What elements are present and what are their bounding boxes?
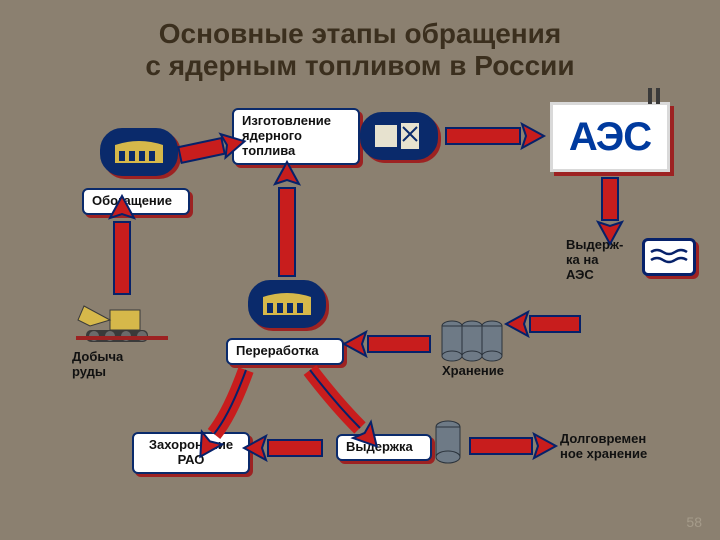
storage-label: Хранение <box>442 364 504 379</box>
page-number: 58 <box>686 514 702 530</box>
arrow-fabrication-to-aes <box>446 124 544 148</box>
holding-aes-label: Выдерж- ка на АЭС <box>566 238 634 283</box>
holding-barrel-icon <box>434 420 462 469</box>
arrow-disposal-left <box>244 436 322 460</box>
node-holding-aes: Выдерж- ка на АЭС <box>566 238 696 283</box>
node-enrichment: Обогащение <box>82 188 190 215</box>
node-disposal: Захоронение РАО <box>132 432 250 474</box>
node-reprocessing: Переработка <box>226 338 344 365</box>
node-aes: АЭС <box>550 102 670 172</box>
arrow-storage-to-reprocessing <box>344 332 430 356</box>
aes-label: АЭС <box>569 115 651 160</box>
enrichment-icon <box>100 128 178 176</box>
fabrication-label: Изготовление ядерного топлива <box>232 108 360 165</box>
page-title: Основные этапы обращения с ядерным топли… <box>0 0 720 90</box>
enrichment-label: Обогащение <box>82 188 190 215</box>
node-mining: Добыча руды <box>72 350 123 380</box>
reprocessing-icon <box>248 280 326 328</box>
arrow-aes-to-holding-aes <box>598 178 622 244</box>
mining-label: Добыча руды <box>72 350 123 380</box>
aes-stack-icon <box>640 88 664 111</box>
holding-aes-icon <box>642 238 696 276</box>
arrow-holding-to-longterm <box>470 434 556 458</box>
node-longterm: Долговремен ное хранение <box>560 432 647 462</box>
storage-icon <box>440 318 504 367</box>
arrow-reprocessing-to-fabrication <box>275 162 299 276</box>
node-storage: Хранение <box>442 364 504 379</box>
mining-icon <box>76 296 168 348</box>
longterm-label: Долговремен ное хранение <box>560 432 647 462</box>
disposal-label: Захоронение РАО <box>132 432 250 474</box>
holding-label: Выдержка <box>336 434 432 461</box>
fabrication-icon <box>360 112 438 160</box>
node-fabrication: Изготовление ядерного топлива <box>232 108 360 165</box>
reprocessing-label: Переработка <box>226 338 344 365</box>
title-line-2: с ядерным топливом в России <box>145 50 574 81</box>
arrow-holding-aes-to-storage <box>506 312 580 336</box>
node-holding: Выдержка <box>336 434 432 461</box>
title-line-1: Основные этапы обращения <box>159 18 561 49</box>
